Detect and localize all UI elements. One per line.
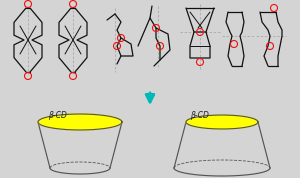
Text: β-CD: β-CD <box>48 111 67 119</box>
Text: β-CD: β-CD <box>190 111 209 119</box>
Polygon shape <box>38 114 122 130</box>
Polygon shape <box>186 115 258 129</box>
